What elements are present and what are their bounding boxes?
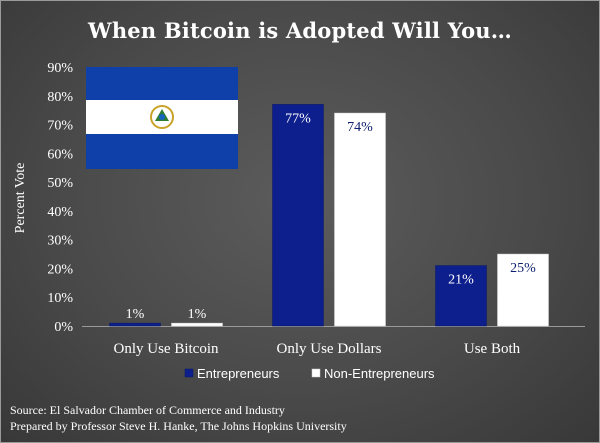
flag-bottom-stripe [86,134,238,169]
y-tick-label: 70% [47,119,73,134]
data-label: 74% [347,120,373,135]
y-tick-label: 30% [47,234,73,249]
data-label: 1% [188,307,207,322]
y-tick-label: 0% [54,320,73,335]
y-tick-label: 40% [47,205,73,220]
y-tick-label: 90% [47,61,73,76]
y-axis: 0% 10% 20% 30% 40% 50% 60% 70% 80% 90% [47,61,585,335]
x-tick-label: Use Both [464,341,521,357]
flag-coat-of-arms-icon [150,105,174,129]
legend-label: Non-Entrepreneurs [324,366,435,381]
data-label: 25% [510,261,536,276]
bar-entrepreneurs [272,104,324,327]
x-tick-label: Only Use Dollars [277,341,382,357]
y-tick-label: 20% [47,262,73,277]
bar-entrepreneurs [435,265,487,327]
source-line: Source: El Salvador Chamber of Commerce … [10,403,285,417]
y-tick-label: 60% [47,147,73,162]
el-salvador-flag [86,67,238,169]
bar-non-entrepreneurs [171,322,223,327]
flag-top-stripe [86,67,238,100]
legend-swatch-non-entrepreneurs [311,368,321,378]
x-tick-label: Only Use Bitcoin [114,341,219,357]
data-label: 77% [285,111,311,126]
bar-entrepreneurs [109,322,161,327]
source-note: Source: El Salvador Chamber of Commerce … [10,402,347,434]
data-label: 21% [448,273,474,288]
legend: Entrepreneurs Non-Entrepreneurs [184,366,435,381]
chart-title: When Bitcoin is Adopted Will You… [88,18,512,43]
prepared-by-line: Prepared by Professor Steve H. Hanke, Th… [10,419,347,433]
x-axis: Only Use Bitcoin Only Use Dollars Use Both [114,341,521,357]
bars-group: 1% 1% 77% 74% 21% 25% [109,104,549,327]
y-tick-label: 10% [47,291,73,306]
bar-non-entrepreneurs [497,253,549,327]
legend-swatch-entrepreneurs [184,368,194,378]
y-tick-label: 80% [47,90,73,105]
y-tick-label: 50% [47,176,73,191]
data-label: 1% [126,307,145,322]
legend-label: Entrepreneurs [197,366,280,381]
bar-non-entrepreneurs [334,112,386,327]
y-axis-label: Percent Vote [13,163,28,234]
